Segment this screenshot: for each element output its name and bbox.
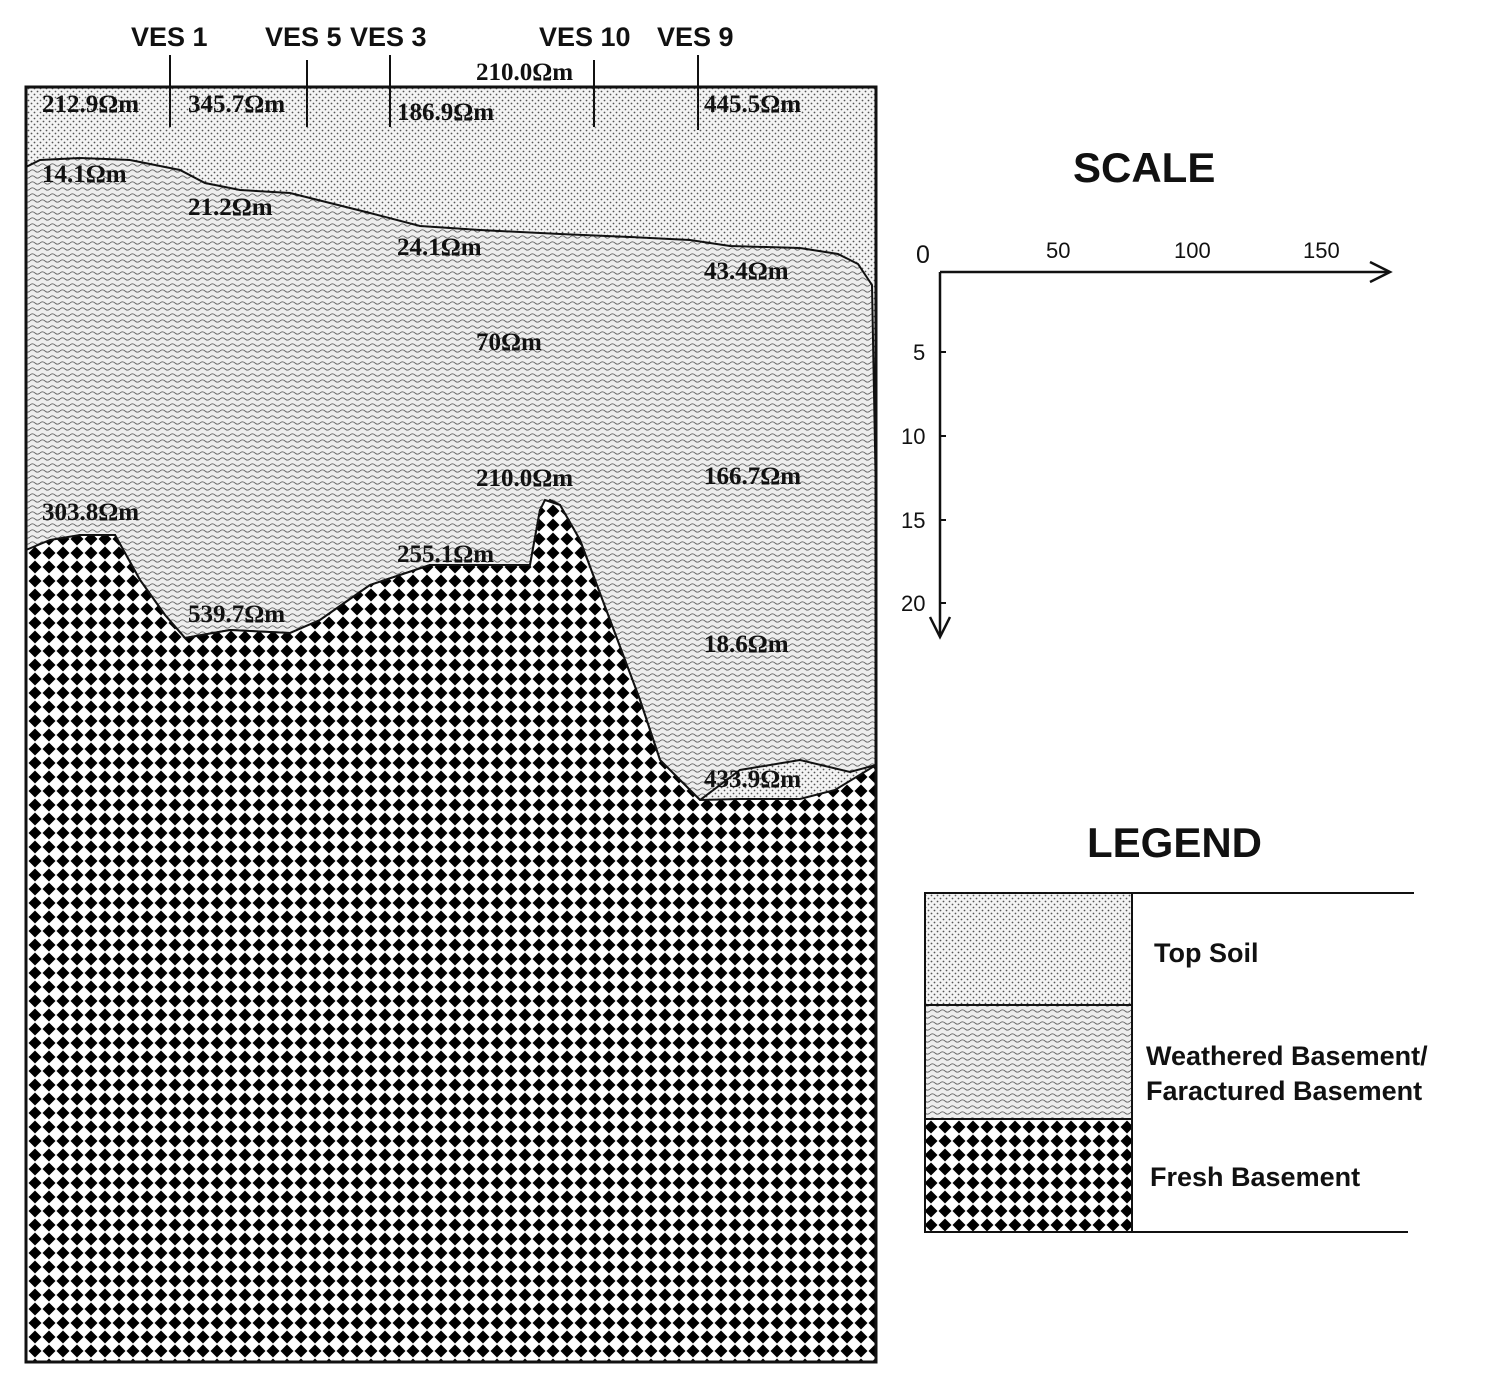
weathered-resistivity-3: 24.1Ωm bbox=[397, 234, 482, 261]
fresh-resistivity-3: 255.1Ωm bbox=[397, 541, 494, 568]
weathered-resistivity-6: 166.7Ωm bbox=[704, 463, 801, 490]
scale-y-arrow bbox=[928, 616, 952, 640]
scale-y-tick-5: 5 bbox=[913, 340, 925, 365]
scale-y-tick-20: 20 bbox=[901, 591, 925, 616]
scale-y-tick-10: 10 bbox=[901, 424, 925, 449]
fresh-resistivity-1: 303.8Ωm bbox=[42, 499, 139, 526]
fresh-resistivity-5: 433.9Ωm bbox=[704, 766, 801, 793]
legend-label-weathered-line1: Weathered Basement/ bbox=[1146, 1041, 1428, 1071]
topsoil-resistivity-ves5: 345.7Ωm bbox=[188, 91, 285, 118]
scale-x-tick-100: 100 bbox=[1174, 238, 1211, 263]
topsoil-resistivity-ves10: 210.0Ωm bbox=[476, 59, 573, 86]
legend-label-weathered-line2: Faractured Basement bbox=[1146, 1076, 1422, 1106]
legend-label-topsoil: Top Soil bbox=[1154, 938, 1258, 968]
legend-title: LEGEND bbox=[1087, 819, 1262, 866]
ves-9-label: VES 9 bbox=[657, 22, 734, 52]
scale-title: SCALE bbox=[1073, 144, 1215, 191]
ves-markers bbox=[169, 55, 699, 130]
topsoil-resistivity-ves9: 445.5Ωm bbox=[704, 91, 801, 118]
weathered-resistivity-5: 70Ωm bbox=[476, 329, 542, 356]
ves-5-label: VES 5 bbox=[265, 22, 342, 52]
scale-x-tick-150: 150 bbox=[1303, 238, 1340, 263]
weathered-resistivity-1: 14.1Ωm bbox=[42, 161, 127, 188]
ves-1-label: VES 1 bbox=[131, 22, 208, 52]
cross-section: VES 1 VES 5 VES 3 VES 10 VES 9 212.9Ωm 3… bbox=[24, 22, 878, 1364]
topsoil-resistivity-ves1: 212.9Ωm bbox=[42, 91, 139, 118]
legend-swatch-topsoil bbox=[924, 892, 1133, 1006]
legend-block: LEGEND Top Soil Weathered Basement/ Fara… bbox=[924, 819, 1428, 1233]
legend-label-fresh: Fresh Basement bbox=[1150, 1162, 1360, 1192]
scale-x-arrow bbox=[1369, 260, 1393, 284]
fresh-resistivity-2: 539.7Ωm bbox=[188, 601, 285, 628]
scale-block: SCALE 0 50 100 150 5 10 15 20 bbox=[901, 144, 1393, 640]
scale-y-tick-15: 15 bbox=[901, 508, 925, 533]
ves-10-label: VES 10 bbox=[539, 22, 631, 52]
scale-origin-label: 0 bbox=[916, 241, 930, 269]
legend-swatch-weathered bbox=[924, 1004, 1133, 1120]
scale-x-tick-50: 50 bbox=[1046, 238, 1070, 263]
fresh-resistivity-4: 210.0Ωm bbox=[476, 465, 573, 492]
weathered-resistivity-7: 18.6Ωm bbox=[704, 631, 789, 658]
topsoil-resistivity-ves3: 186.9Ωm bbox=[397, 99, 494, 126]
legend-swatch-fresh bbox=[924, 1118, 1133, 1233]
section-frame bbox=[24, 85, 878, 1364]
weathered-resistivity-2: 21.2Ωm bbox=[188, 194, 273, 221]
weathered-resistivity-4: 43.4Ωm bbox=[704, 258, 789, 285]
ves-3-label: VES 3 bbox=[350, 22, 427, 52]
fresh-basement-layer bbox=[25, 498, 877, 1363]
